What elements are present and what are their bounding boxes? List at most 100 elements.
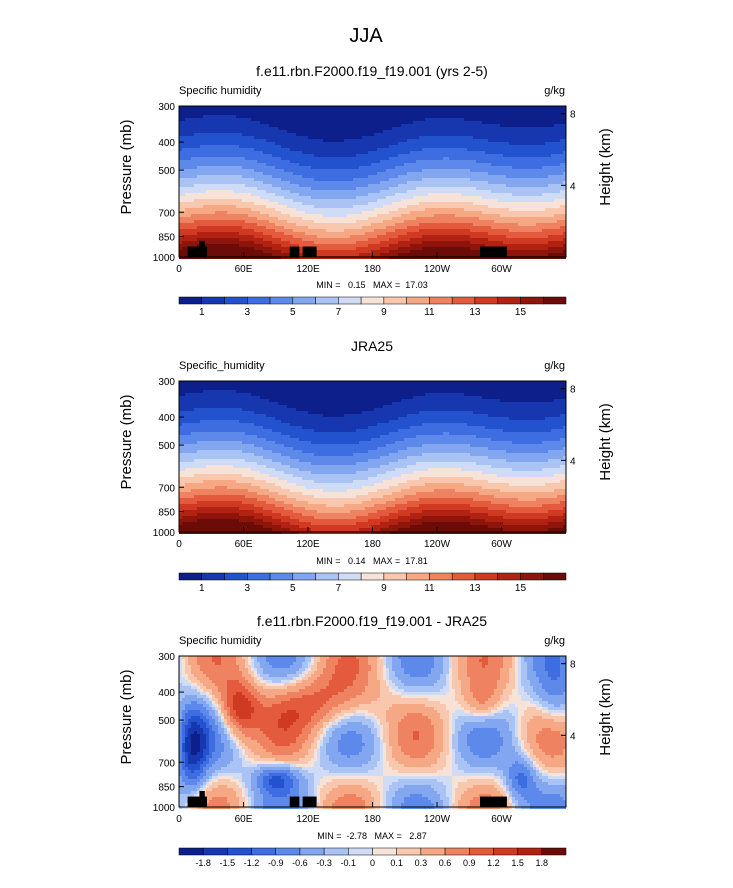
field-cell <box>542 205 545 208</box>
field-cell <box>326 190 329 193</box>
field-cell <box>185 238 188 241</box>
field-cell <box>428 169 431 172</box>
field-cell <box>407 157 410 160</box>
field-cell <box>425 166 428 169</box>
field-cell <box>218 127 221 130</box>
field-cell <box>284 178 287 181</box>
field-cell <box>503 142 506 145</box>
field-cell <box>329 223 332 226</box>
field-cell <box>230 220 233 223</box>
field-cell <box>281 241 284 244</box>
field-cell <box>437 151 440 154</box>
field-cell <box>245 151 248 154</box>
field-cell <box>314 154 317 157</box>
field-cell <box>500 220 503 223</box>
field-cell <box>278 229 281 232</box>
field-cell <box>386 202 389 205</box>
field-cell <box>518 148 521 151</box>
field-cell <box>416 175 419 178</box>
field-cell <box>473 181 476 184</box>
field-cell <box>368 229 371 232</box>
field-cell <box>239 175 242 178</box>
field-cell <box>182 136 185 139</box>
field-cell <box>266 235 269 238</box>
field-cell <box>455 139 458 142</box>
field-cell <box>419 205 422 208</box>
field-cell <box>443 160 446 163</box>
field-cell <box>512 130 515 133</box>
field-cell <box>266 148 269 151</box>
field-cell <box>221 142 224 145</box>
field-cell <box>275 136 278 139</box>
field-cell <box>182 124 185 127</box>
field-cell <box>308 172 311 175</box>
field-cell <box>236 124 239 127</box>
field-cell <box>206 121 209 124</box>
field-cell <box>221 145 224 148</box>
field-cell <box>476 121 479 124</box>
field-cell <box>302 184 305 187</box>
field-cell <box>527 160 530 163</box>
field-cell <box>464 238 467 241</box>
field-cell <box>473 238 476 241</box>
field-cell <box>434 238 437 241</box>
field-cell <box>356 163 359 166</box>
field-cell <box>395 232 398 235</box>
field-cell <box>527 202 530 205</box>
field-cell <box>380 178 383 181</box>
field-cell <box>503 151 506 154</box>
field-cell <box>494 205 497 208</box>
field-cell <box>554 163 557 166</box>
field-cell <box>287 184 290 187</box>
field-cell <box>287 226 290 229</box>
field-cell <box>353 226 356 229</box>
field-cell <box>257 157 260 160</box>
field-cell <box>437 217 440 220</box>
field-cell <box>470 223 473 226</box>
field-cell <box>509 199 512 202</box>
field-cell <box>470 238 473 241</box>
field-cell <box>377 145 380 148</box>
field-cell <box>551 145 554 148</box>
field-cell <box>230 190 233 193</box>
field-cell <box>491 124 494 127</box>
field-cell <box>269 181 272 184</box>
field-cell <box>383 136 386 139</box>
field-cell <box>536 175 539 178</box>
field-cell <box>269 169 272 172</box>
field-cell <box>554 232 557 235</box>
field-cell <box>308 142 311 145</box>
field-cell <box>362 196 365 199</box>
field-cell <box>416 154 419 157</box>
field-cell <box>338 145 341 148</box>
field-cell <box>542 178 545 181</box>
field-cell <box>197 118 200 121</box>
field-cell <box>185 169 188 172</box>
field-cell <box>209 136 212 139</box>
field-cell <box>392 232 395 235</box>
field-cell <box>413 154 416 157</box>
field-cell <box>227 142 230 145</box>
field-cell <box>413 193 416 196</box>
field-cell <box>440 211 443 214</box>
field-cell <box>485 139 488 142</box>
field-cell <box>551 160 554 163</box>
field-cell <box>509 136 512 139</box>
field-cell <box>521 130 524 133</box>
field-cell <box>356 217 359 220</box>
field-cell <box>275 217 278 220</box>
field-cell <box>494 160 497 163</box>
field-cell <box>209 163 212 166</box>
field-cell <box>245 175 248 178</box>
field-cell <box>500 229 503 232</box>
field-cell <box>521 220 524 223</box>
field-cell <box>401 160 404 163</box>
field-cell <box>392 130 395 133</box>
field-cell <box>563 127 566 130</box>
field-cell <box>245 127 248 130</box>
field-cell <box>518 166 521 169</box>
field-cell <box>440 169 443 172</box>
field-cell <box>560 196 563 199</box>
field-cell <box>443 184 446 187</box>
field-cell <box>230 139 233 142</box>
